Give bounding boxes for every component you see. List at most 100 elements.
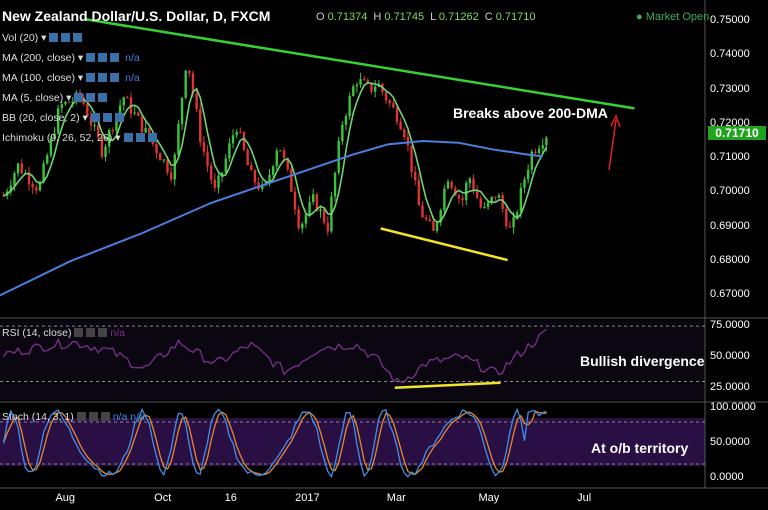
candle-body	[352, 86, 355, 97]
settings-icon[interactable]	[135, 133, 145, 142]
indicator-row[interactable]: MA (5, close) ▾	[2, 92, 108, 104]
candle-body	[250, 165, 253, 171]
candle-body	[137, 112, 140, 117]
settings-icon[interactable]	[86, 93, 96, 102]
candle-body	[326, 222, 329, 232]
stoch-legend[interactable]: Stoch (14, 3, 1) n/a n/a	[2, 411, 145, 423]
candle-body	[337, 140, 340, 173]
rsi-tick-label: 75.0000	[710, 319, 750, 332]
resistance-trendline	[84, 17, 635, 110]
annotation-divergence: Bullish divergence	[580, 353, 705, 369]
indicator-row[interactable]: Vol (20) ▾	[2, 32, 83, 44]
candle-body	[428, 219, 431, 222]
candle-body	[246, 149, 249, 166]
settings-icon[interactable]	[102, 113, 112, 122]
price-tick-label: 0.70000	[710, 185, 750, 198]
candle-body	[526, 169, 530, 180]
candle-body	[64, 101, 67, 105]
candle-body	[505, 208, 508, 227]
candle-body	[366, 80, 370, 83]
candle-body	[140, 116, 144, 133]
settings-icon[interactable]	[98, 73, 108, 82]
candle-body	[253, 170, 257, 183]
settings-icon[interactable]	[61, 33, 71, 42]
settings-icon[interactable]	[86, 53, 96, 62]
ohlc-value: 0.71262	[438, 11, 479, 23]
price-tick-label: 0.68000	[710, 254, 750, 267]
candle-body	[13, 173, 16, 186]
candle-body	[107, 129, 111, 147]
candle-body	[35, 187, 38, 191]
candle-body	[399, 121, 402, 130]
settings-icon[interactable]	[147, 133, 157, 142]
candle-body	[213, 179, 217, 188]
time-axis-label: Mar	[386, 492, 406, 504]
annotation-breakout: Breaks above 200-DMA	[453, 105, 608, 121]
candle-body	[359, 79, 362, 85]
candle-body	[177, 123, 180, 155]
settings-icon[interactable]	[98, 53, 108, 62]
settings-icon[interactable]	[86, 73, 96, 82]
indicator-value: n/a	[125, 52, 140, 64]
candle-body	[537, 148, 541, 154]
candle-body	[454, 187, 457, 196]
candle-body	[373, 86, 377, 92]
indicator-row[interactable]: BB (20, close, 2) ▾	[2, 112, 124, 124]
rsi-legend[interactable]: RSI (14, close) n/a	[2, 327, 125, 339]
indicator-label: Vol (20) ▾	[2, 32, 47, 44]
indicator-label: MA (5, close) ▾	[2, 92, 72, 104]
price-tick-label: 0.73000	[710, 82, 750, 95]
candle-body	[417, 180, 421, 206]
candle-body	[42, 163, 45, 183]
candle-body	[483, 206, 486, 208]
candle-body	[20, 163, 23, 174]
candle-body	[206, 151, 209, 166]
settings-icon[interactable]	[123, 133, 133, 142]
candle-body	[162, 159, 166, 161]
settings-icon[interactable]	[74, 93, 84, 102]
candle-body	[27, 172, 31, 185]
candle-body	[457, 195, 461, 199]
settings-icon[interactable]	[110, 53, 120, 62]
candle-body	[414, 171, 417, 181]
candle-body	[465, 183, 468, 201]
candle-body	[2, 195, 5, 197]
ohlc-value: 0.71374	[327, 11, 368, 23]
indicator-row[interactable]: Ichimoku (9, 26, 52, 26) ▾	[2, 132, 157, 144]
candle-body	[439, 210, 442, 223]
candle-body	[38, 182, 42, 191]
candle-body	[56, 108, 60, 134]
candle-body	[370, 82, 373, 92]
indicator-row[interactable]: MA (100, close) ▾ n/a	[2, 72, 140, 84]
candle-body	[450, 181, 453, 188]
candle-body	[384, 92, 388, 101]
candle-body	[348, 96, 351, 117]
candle-body	[242, 132, 246, 150]
candle-body	[490, 196, 493, 203]
candle-body	[180, 97, 184, 124]
settings-icon[interactable]	[73, 33, 83, 42]
candle-body	[541, 145, 544, 149]
candle-body	[224, 158, 227, 173]
candle-body	[403, 129, 406, 138]
settings-icon[interactable]	[98, 93, 108, 102]
candle-body	[144, 127, 147, 133]
candle-body	[319, 209, 322, 212]
ohlc-key: H	[373, 11, 385, 23]
settings-icon[interactable]	[114, 113, 124, 122]
ma5-line	[3, 81, 548, 224]
candle-body	[67, 101, 71, 103]
indicator-label: Ichimoku (9, 26, 52, 26) ▾	[2, 132, 121, 144]
candle-body	[282, 150, 286, 159]
settings-icon[interactable]	[49, 33, 59, 42]
indicator-row[interactable]: MA (200, close) ▾ n/a	[2, 52, 140, 64]
settings-icon[interactable]	[110, 73, 120, 82]
support-trendline	[380, 227, 508, 262]
stoch-tick-label: 0.0000	[710, 471, 744, 483]
price-tick-label: 0.75000	[710, 13, 750, 26]
candle-body	[475, 191, 479, 199]
settings-icon[interactable]	[90, 113, 100, 122]
candle-body	[46, 155, 49, 164]
candle-body	[53, 133, 56, 139]
candle-body	[268, 174, 271, 183]
